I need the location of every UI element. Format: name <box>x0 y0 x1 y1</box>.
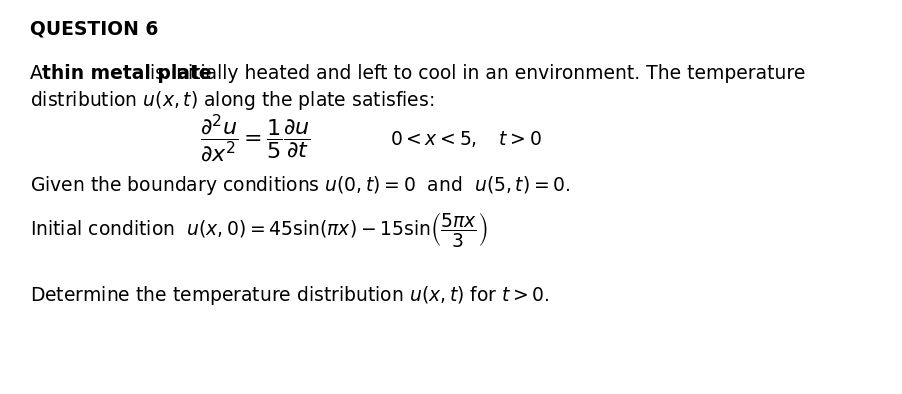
Text: $0 < x < 5, \quad t > 0$: $0 < x < 5, \quad t > 0$ <box>390 129 541 149</box>
Text: is initially heated and left to cool in an environment. The temperature: is initially heated and left to cool in … <box>143 64 805 83</box>
Text: A: A <box>30 64 49 83</box>
Text: thin metal plate: thin metal plate <box>42 64 211 83</box>
Text: distribution $u(x,t)$ along the plate satisfies:: distribution $u(x,t)$ along the plate sa… <box>30 89 434 112</box>
Text: $\dfrac{\partial^2 u}{\partial x^2} = \dfrac{1}{5}\dfrac{\partial u}{\partial t}: $\dfrac{\partial^2 u}{\partial x^2} = \d… <box>199 113 310 165</box>
Text: Determine the temperature distribution $u(x,t)$ for $t > 0$.: Determine the temperature distribution $… <box>30 284 549 307</box>
Text: Initial condition  $u(x,0) = 45\sin(\pi x) - 15\sin\!\left(\dfrac{5\pi x}{3}\rig: Initial condition $u(x,0) = 45\sin(\pi x… <box>30 210 487 249</box>
Text: Given the boundary conditions $u(0,t) = 0$  and  $u(5,t) = 0$.: Given the boundary conditions $u(0,t) = … <box>30 174 570 197</box>
Text: QUESTION 6: QUESTION 6 <box>30 19 158 38</box>
